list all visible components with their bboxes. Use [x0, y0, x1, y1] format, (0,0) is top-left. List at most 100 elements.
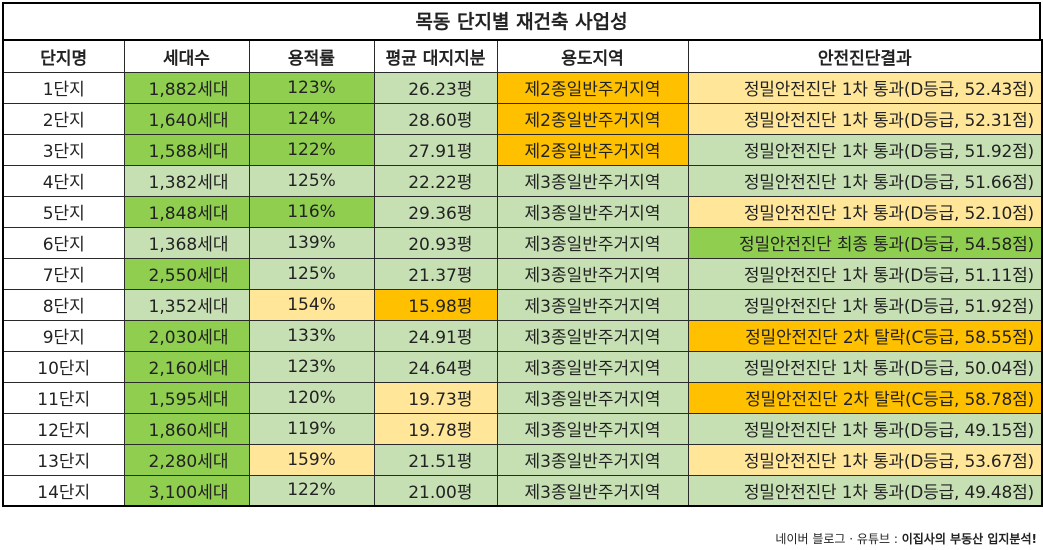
units-cell: 1,588세대: [123, 133, 250, 166]
table-row: 14단지 3,100세대 122% 21.00평 제3종일반주거지역 정밀안전진단 1차 …: [2, 474, 1043, 507]
units-cell: 2,030세대: [123, 319, 250, 352]
units-cell: 2,550세대: [123, 257, 250, 290]
table-row: 7단지 2,550세대 125% 21.37평 제3종일반주거지역 정밀안전진단 1차 통…: [2, 257, 1043, 290]
zone-cell: 제3종일반주거지역: [496, 288, 689, 321]
complex-name-cell: 2단지: [2, 102, 125, 135]
safety-result-cell: 정밀안전진단 1차 통과(D등급, 49.15점): [687, 412, 1043, 445]
land-share-cell: 24.91평: [373, 319, 498, 352]
land-share-cell: 20.93평: [373, 226, 498, 259]
table-title: 목동 단지별 재건축 사업성: [2, 2, 1041, 39]
zone-cell: 제2종일반주거지역: [496, 71, 689, 104]
far-cell: 122%: [248, 474, 375, 507]
far-cell: 119%: [248, 412, 375, 445]
land-share-cell: 24.64평: [373, 350, 498, 383]
zone-cell: 제2종일반주거지역: [496, 133, 689, 166]
units-cell: 3,100세대: [123, 474, 250, 507]
zone-cell: 제3종일반주거지역: [496, 195, 689, 228]
far-cell: 123%: [248, 71, 375, 104]
land-share-cell: 29.36평: [373, 195, 498, 228]
land-share-cell: 15.98평: [373, 288, 498, 321]
table-row: 2단지 1,640세대 124% 28.60평 제2종일반주거지역 정밀안전진단 1차 통…: [2, 102, 1043, 135]
table-row: 1단지 1,882세대 123% 26.23평 제2종일반주거지역 정밀안전진단 1차 통…: [2, 71, 1043, 104]
complex-name-cell: 5단지: [2, 195, 125, 228]
table-frame: 목동 단지별 재건축 사업성 단지명 세대수 용적률 평균 대지지분 용도지역 …: [2, 2, 1043, 507]
far-cell: 154%: [248, 288, 375, 321]
table-row: 11단지 1,595세대 120% 19.73평 제3종일반주거지역 정밀안전진단 2차 …: [2, 381, 1043, 414]
zone-cell: 제3종일반주거지역: [496, 226, 689, 259]
safety-result-cell: 정밀안전진단 1차 통과(D등급, 51.66점): [687, 164, 1043, 197]
far-cell: 139%: [248, 226, 375, 259]
units-cell: 1,352세대: [123, 288, 250, 321]
land-share-cell: 22.22평: [373, 164, 498, 197]
safety-result-cell: 정밀안전진단 2차 탈락(C등급, 58.78점): [687, 381, 1043, 414]
far-cell: 120%: [248, 381, 375, 414]
safety-result-cell: 정밀안전진단 1차 통과(D등급, 51.11점): [687, 257, 1043, 290]
complex-name-cell: 3단지: [2, 133, 125, 166]
far-cell: 116%: [248, 195, 375, 228]
table-row: 12단지 1,860세대 119% 19.78평 제3종일반주거지역 정밀안전진단 1차 …: [2, 412, 1043, 445]
safety-result-cell: 정밀안전진단 1차 통과(D등급, 51.92점): [687, 288, 1043, 321]
units-cell: 2,280세대: [123, 443, 250, 476]
land-share-cell: 19.73평: [373, 381, 498, 414]
safety-result-cell: 정밀안전진단 1차 통과(D등급, 52.43점): [687, 71, 1043, 104]
far-cell: 133%: [248, 319, 375, 352]
table-row: 4단지 1,382세대 125% 22.22평 제3종일반주거지역 정밀안전진단 1차 통…: [2, 164, 1043, 197]
far-cell: 124%: [248, 102, 375, 135]
footer-source: 네이버 블로그 · 유튜브 :: [775, 532, 902, 546]
footer-brand: 이집사의 부동산 입지분석!: [901, 532, 1037, 546]
far-cell: 122%: [248, 133, 375, 166]
units-cell: 1,595세대: [123, 381, 250, 414]
units-cell: 1,368세대: [123, 226, 250, 259]
land-share-cell: 27.91평: [373, 133, 498, 166]
table-row: 5단지 1,848세대 116% 29.36평 제3종일반주거지역 정밀안전진단 1차 통…: [2, 195, 1043, 228]
safety-result-cell: 정밀안전진단 1차 통과(D등급, 49.48점): [687, 474, 1043, 507]
zone-cell: 제3종일반주거지역: [496, 412, 689, 445]
land-share-cell: 21.51평: [373, 443, 498, 476]
complex-name-cell: 11단지: [2, 381, 125, 414]
far-cell: 159%: [248, 443, 375, 476]
land-share-cell: 19.78평: [373, 412, 498, 445]
safety-result-cell: 정밀안전진단 1차 통과(D등급, 52.10점): [687, 195, 1043, 228]
land-share-cell: 21.00평: [373, 474, 498, 507]
land-share-cell: 26.23평: [373, 71, 498, 104]
safety-result-cell: 정밀안전진단 1차 통과(D등급, 52.31점): [687, 102, 1043, 135]
redevelopment-table: 단지명 세대수 용적률 평균 대지지분 용도지역 안전진단결과 1단지 1,882…: [2, 39, 1043, 507]
zone-cell: 제3종일반주거지역: [496, 257, 689, 290]
table-row: 10단지 2,160세대 123% 24.64평 제3종일반주거지역 정밀안전진단 1차 …: [2, 350, 1043, 383]
zone-cell: 제3종일반주거지역: [496, 319, 689, 352]
zone-cell: 제3종일반주거지역: [496, 381, 689, 414]
units-cell: 1,882세대: [123, 71, 250, 104]
complex-name-cell: 12단지: [2, 412, 125, 445]
complex-name-cell: 4단지: [2, 164, 125, 197]
far-cell: 125%: [248, 257, 375, 290]
complex-name-cell: 7단지: [2, 257, 125, 290]
table-row: 6단지 1,368세대 139% 20.93평 제3종일반주거지역 정밀안전진단 최종 통…: [2, 226, 1043, 259]
header-row: 단지명 세대수 용적률 평균 대지지분 용도지역 안전진단결과: [2, 39, 1043, 73]
zone-cell: 제3종일반주거지역: [496, 350, 689, 383]
header-safety-result: 안전진단결과: [687, 39, 1043, 73]
table-row: 8단지 1,352세대 154% 15.98평 제3종일반주거지역 정밀안전진단 1차 통…: [2, 288, 1043, 321]
safety-result-cell: 정밀안전진단 최종 통과(D등급, 54.58점): [687, 226, 1043, 259]
complex-name-cell: 13단지: [2, 443, 125, 476]
safety-result-cell: 정밀안전진단 1차 통과(D등급, 51.92점): [687, 133, 1043, 166]
table-row: 9단지 2,030세대 133% 24.91평 제3종일반주거지역 정밀안전진단 2차 탈…: [2, 319, 1043, 352]
complex-name-cell: 6단지: [2, 226, 125, 259]
land-share-cell: 21.37평: [373, 257, 498, 290]
far-cell: 125%: [248, 164, 375, 197]
header-zone: 용도지역: [496, 39, 689, 73]
safety-result-cell: 정밀안전진단 1차 통과(D등급, 50.04점): [687, 350, 1043, 383]
header-complex: 단지명: [2, 39, 125, 73]
zone-cell: 제3종일반주거지역: [496, 474, 689, 507]
complex-name-cell: 14단지: [2, 474, 125, 507]
units-cell: 1,848세대: [123, 195, 250, 228]
zone-cell: 제3종일반주거지역: [496, 164, 689, 197]
land-share-cell: 28.60평: [373, 102, 498, 135]
table-row: 3단지 1,588세대 122% 27.91평 제2종일반주거지역 정밀안전진단 1차 통…: [2, 133, 1043, 166]
units-cell: 1,382세대: [123, 164, 250, 197]
far-cell: 123%: [248, 350, 375, 383]
units-cell: 1,640세대: [123, 102, 250, 135]
safety-result-cell: 정밀안전진단 2차 탈락(C등급, 58.55점): [687, 319, 1043, 352]
complex-name-cell: 9단지: [2, 319, 125, 352]
units-cell: 1,860세대: [123, 412, 250, 445]
zone-cell: 제2종일반주거지역: [496, 102, 689, 135]
